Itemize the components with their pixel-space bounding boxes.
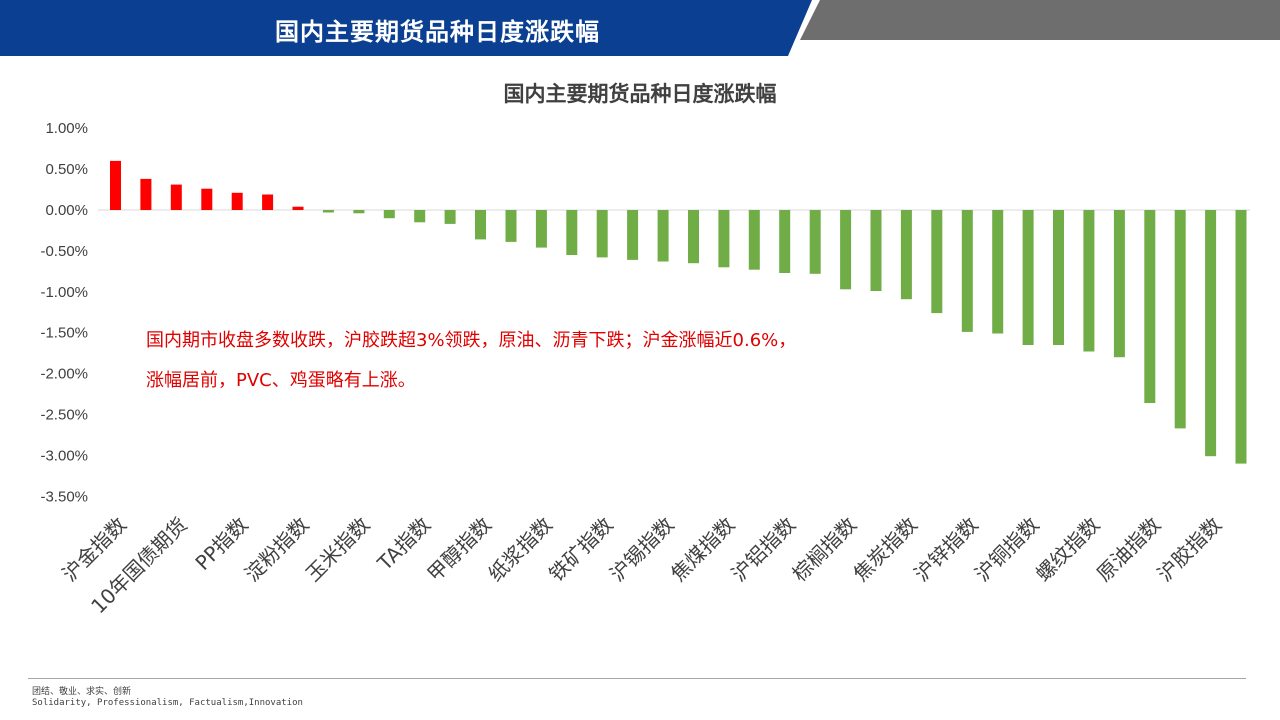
y-tick-label: -0.50% bbox=[40, 243, 88, 260]
bar bbox=[657, 210, 669, 262]
x-tick-label: 焦煤指数 bbox=[666, 513, 740, 587]
bar bbox=[110, 160, 121, 210]
bar bbox=[840, 210, 852, 290]
bar bbox=[1113, 210, 1125, 358]
bar bbox=[292, 206, 304, 210]
bar bbox=[748, 210, 760, 270]
bar bbox=[1205, 210, 1217, 457]
x-tick-label: 焦炭指数 bbox=[848, 513, 922, 587]
y-tick-label: -3.50% bbox=[40, 488, 88, 505]
bar bbox=[779, 210, 791, 273]
bar bbox=[1235, 210, 1247, 464]
bar bbox=[596, 210, 608, 258]
y-tick-label: -1.00% bbox=[40, 284, 88, 301]
footer-motto-en: Solidarity, Professionalism, Factualism,… bbox=[32, 698, 303, 708]
bar bbox=[414, 210, 426, 223]
bar bbox=[140, 178, 152, 210]
chart-title: 国内主要期货品种日度涨跌幅 bbox=[503, 82, 777, 106]
bar bbox=[1144, 210, 1156, 403]
x-tick-label: 沪铜指数 bbox=[970, 513, 1044, 587]
bar bbox=[961, 210, 973, 332]
footer-motto-cn: 团结、敬业、求实、创新 bbox=[32, 687, 132, 697]
header-blue-banner bbox=[0, 0, 812, 56]
x-tick-label: 沪铝指数 bbox=[727, 513, 801, 587]
header-gray-stripe bbox=[800, 0, 1280, 40]
bar bbox=[262, 194, 274, 210]
x-tick-label: 玉米指数 bbox=[301, 513, 375, 587]
x-tick-label: 原油指数 bbox=[1092, 513, 1166, 587]
bar bbox=[931, 210, 943, 314]
footer-divider bbox=[28, 678, 1246, 679]
x-tick-label: 纸浆指数 bbox=[483, 513, 557, 587]
x-tick-label: 沪胶指数 bbox=[1153, 513, 1227, 587]
y-tick-label: -2.50% bbox=[40, 407, 88, 424]
y-tick-label: 1.00% bbox=[45, 120, 88, 137]
bar bbox=[688, 210, 699, 264]
x-tick-label: 淀粉指数 bbox=[240, 513, 314, 587]
bar bbox=[475, 210, 486, 240]
header-title: 国内主要期货品种日度涨跌幅 bbox=[275, 18, 600, 46]
y-tick-label: 0.00% bbox=[45, 202, 88, 219]
bar bbox=[535, 210, 547, 248]
y-tick-label: 0.50% bbox=[45, 161, 88, 178]
bar bbox=[444, 210, 456, 224]
bar bbox=[353, 210, 365, 214]
x-tick-label: 甲醇指数 bbox=[422, 513, 496, 587]
y-tick-label: -1.50% bbox=[40, 325, 88, 342]
bar bbox=[627, 210, 639, 260]
bar bbox=[1053, 210, 1064, 345]
annotation-line-2: 涨幅居前，PVC、鸡蛋略有上涨。 bbox=[146, 370, 416, 391]
bar bbox=[1083, 210, 1095, 352]
y-tick-label: -2.00% bbox=[40, 366, 88, 383]
annotation-line-1: 国内期市收盘多数收跌，沪胶跌超3%领跌，原油、沥青下跌；沪金涨幅近0.6%， bbox=[146, 330, 797, 351]
bar bbox=[900, 210, 912, 300]
x-tick-label: 铁矿指数 bbox=[544, 513, 618, 587]
x-tick-label: 螺纹指数 bbox=[1031, 513, 1105, 587]
x-tick-label: 沪锌指数 bbox=[909, 513, 983, 587]
x-tick-label: 棕榈指数 bbox=[788, 513, 862, 587]
bar bbox=[1022, 210, 1034, 345]
bar bbox=[809, 210, 821, 274]
bar bbox=[718, 210, 730, 268]
bar bbox=[201, 188, 213, 210]
bar bbox=[170, 184, 182, 210]
bar bbox=[870, 210, 882, 291]
bar bbox=[1174, 210, 1186, 429]
bar bbox=[322, 210, 334, 213]
bar bbox=[992, 210, 1004, 334]
x-tick-label: 沪锡指数 bbox=[605, 513, 679, 587]
bar bbox=[231, 192, 243, 210]
bar bbox=[566, 210, 578, 255]
bar bbox=[505, 210, 517, 242]
header-band bbox=[0, 0, 1280, 56]
bar bbox=[383, 210, 395, 219]
y-tick-label: -3.00% bbox=[40, 447, 88, 464]
